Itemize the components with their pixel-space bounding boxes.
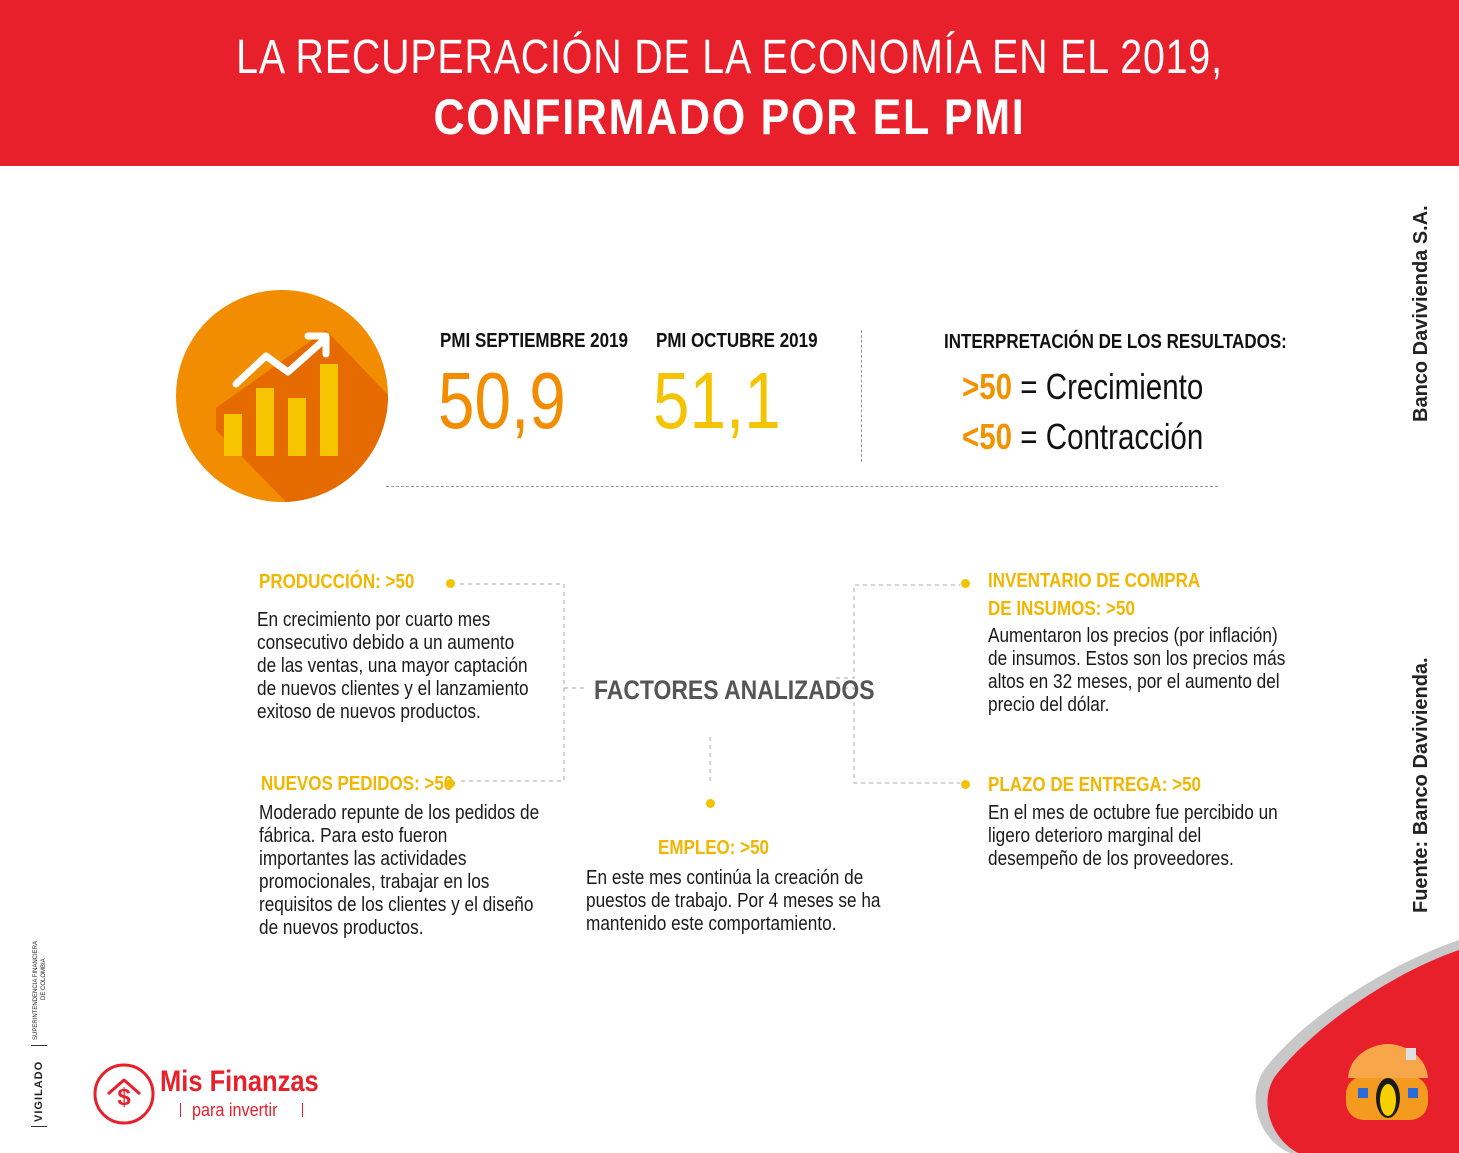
pmi-october-value: 51,1 xyxy=(653,356,781,445)
text-line: En crecimiento por cuarto mes xyxy=(257,609,491,631)
logo-tag-bar-right xyxy=(302,1103,303,1117)
factor-inventario-title-1: INVENTARIO DE COMPRA xyxy=(988,570,1201,592)
pmi-september-label: PMI SEPTIEMBRE 2019 xyxy=(440,330,629,352)
divider-vertical xyxy=(861,330,862,462)
factor-empleo-text: En este mes continúa la creación de pues… xyxy=(586,867,880,936)
text-line: En este mes continúa la creación de xyxy=(586,867,864,889)
factor-produccion-dot xyxy=(446,579,455,588)
logo-tagline: para invertir xyxy=(192,1100,278,1120)
text-line: altos en 32 meses, por el aumento del xyxy=(988,671,1280,693)
vigilado-frame xyxy=(31,1045,47,1127)
superintendencia-label-1: SUPERINTENDENCIA FINANCIERA xyxy=(33,940,39,1040)
pmi-september-value: 50,9 xyxy=(438,356,566,445)
growth-chart-icon xyxy=(176,290,388,502)
factor-pedidos-text: Moderado repunte de los pedidos de fábri… xyxy=(259,802,539,940)
header-banner: LA RECUPERACIÓN DE LA ECONOMÍA EN EL 201… xyxy=(0,0,1459,166)
logo-name: Mis Finanzas xyxy=(160,1065,319,1098)
factor-pedidos-title: NUEVOS PEDIDOS: >50 xyxy=(261,773,454,795)
text-line: Aumentaron los precios (por inflación) xyxy=(988,625,1278,647)
text-line: En el mes de octubre fue percibido un xyxy=(988,802,1278,824)
factor-plazo-dot xyxy=(961,780,970,789)
divider-horizontal xyxy=(386,486,1218,487)
factor-empleo-dot xyxy=(706,799,715,808)
text-line: exitoso de nuevos productos. xyxy=(257,701,481,723)
text-line: ligero deterioro marginal del xyxy=(988,825,1202,847)
factor-inventario-dot xyxy=(961,579,970,588)
text-line: mantenido este comportamiento. xyxy=(586,913,837,935)
factor-produccion-title: PRODUCCIÓN: >50 xyxy=(259,571,415,593)
factor-inventario-title-2: DE INSUMOS: >50 xyxy=(988,598,1135,620)
logo-tag-bar-left xyxy=(180,1103,181,1117)
mis-finanzas-logo: $ xyxy=(92,1062,156,1126)
contraction-equals: = xyxy=(1020,416,1038,457)
factors-analyzed-title: FACTORES ANALIZADOS xyxy=(594,675,875,705)
text-line: puestos de trabajo. Por 4 meses se ha xyxy=(586,890,881,912)
header-title-line2: CONFIRMADO POR EL PMI xyxy=(433,89,1026,145)
source-label-vertical: Fuente: Banco Davivienda. xyxy=(1410,657,1432,913)
interpretation-contraction: <50 = Contracción xyxy=(962,416,1203,458)
pmi-october-label: PMI OCTUBRE 2019 xyxy=(656,330,818,352)
interpretation-title: INTERPRETACIÓN DE LOS RESULTADOS: xyxy=(944,331,1287,353)
factor-empleo-title: EMPLEO: >50 xyxy=(658,837,770,859)
growth-equals: = xyxy=(1020,366,1038,407)
text-line: requisitos de los clientes y el diseño xyxy=(259,894,534,916)
text-line: de las ventas, una mayor captación xyxy=(257,655,528,677)
interpretation-growth: >50 = Crecimiento xyxy=(962,366,1203,408)
growth-text: Crecimiento xyxy=(1045,366,1204,407)
factor-inventario-text: Aumentaron los precios (por inflación) d… xyxy=(988,625,1285,717)
factor-plazo-title: PLAZO DE ENTREGA: >50 xyxy=(988,774,1202,796)
contraction-text: Contracción xyxy=(1045,416,1204,457)
dollar-symbol: $ xyxy=(117,1084,131,1111)
growth-symbol: >50 xyxy=(962,366,1013,407)
text-line: promocionales, trabajar en los xyxy=(259,871,490,893)
davivienda-house-icon xyxy=(1346,1044,1428,1120)
text-line: fábrica. Para esto fueron xyxy=(259,825,448,847)
factor-produccion-text: En crecimiento por cuarto mes consecutiv… xyxy=(257,609,529,724)
company-label-vertical: Banco Davivienda S.A. xyxy=(1410,205,1432,422)
contraction-symbol: <50 xyxy=(962,416,1013,457)
text-line: de nuevos clientes y el lanzamiento xyxy=(257,678,529,700)
text-line: desempeño de los proveedores. xyxy=(988,848,1234,870)
header-title-line1: LA RECUPERACIÓN DE LA ECONOMÍA EN EL 201… xyxy=(236,31,1223,84)
text-line: importantes las actividades xyxy=(259,848,467,870)
dollar-house-icon xyxy=(93,1063,155,1125)
superintendencia-label-2: DE COLOMBIA xyxy=(41,958,47,1000)
factor-pedidos-dot xyxy=(446,779,455,788)
text-line: Moderado repunte de los pedidos de xyxy=(259,802,540,824)
vigilado-label: VIGILADO xyxy=(33,1060,45,1122)
text-line: de insumos. Estos son los precios más xyxy=(988,648,1286,670)
text-line: precio del dólar. xyxy=(988,694,1110,716)
text-line: consecutivo debido a un aumento xyxy=(257,632,515,654)
factor-plazo-text: En el mes de octubre fue percibido un li… xyxy=(988,802,1278,871)
text-line: de nuevos productos. xyxy=(259,917,424,939)
